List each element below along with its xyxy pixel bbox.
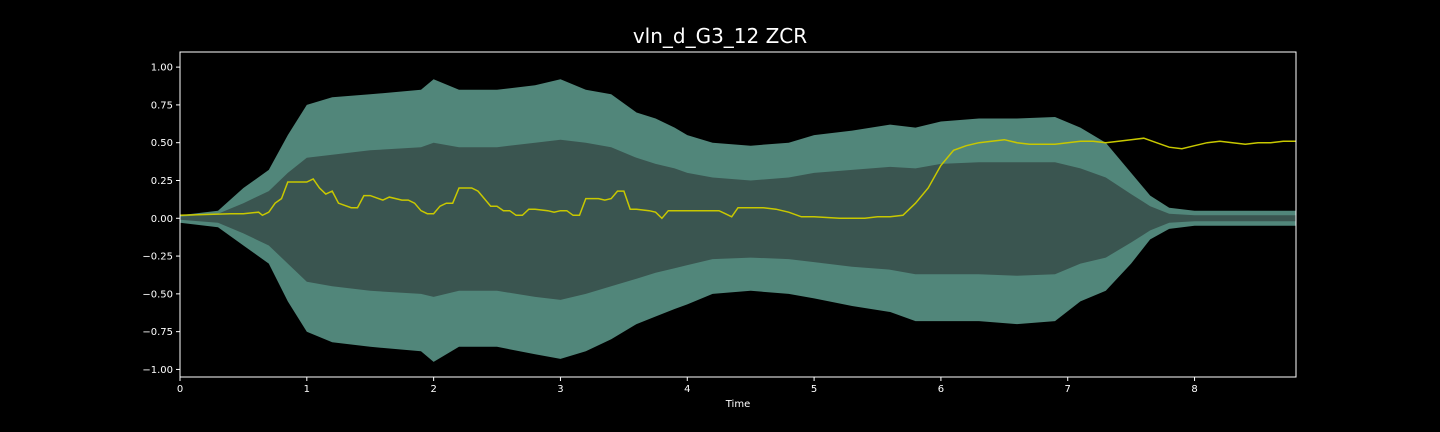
x-axis: 0 1 2 3 4 5 6 7 8 xyxy=(177,377,1198,395)
x-tick-label: 2 xyxy=(430,384,436,395)
waveform-inner-body xyxy=(180,139,1296,300)
x-tick-label: 7 xyxy=(1065,384,1071,395)
y-tick-label: 0.25 xyxy=(151,176,173,187)
y-tick-label: −0.50 xyxy=(142,289,173,300)
x-tick-label: 6 xyxy=(938,384,944,395)
y-tick-label: 0.00 xyxy=(151,214,173,225)
chart-title: vln_d_G3_12 ZCR xyxy=(632,24,808,48)
y-tick-label: −0.25 xyxy=(142,252,173,263)
y-axis: −1.00 −0.75 −0.50 −0.25 0.00 0.25 0.50 0.75 1.00 xyxy=(142,63,180,376)
x-tick-label: 1 xyxy=(304,384,310,395)
x-tick-label: 3 xyxy=(557,384,563,395)
y-tick-label: −0.75 xyxy=(142,327,173,338)
x-tick-label: 0 xyxy=(177,384,183,395)
x-tick-label: 5 xyxy=(811,384,817,395)
x-tick-label: 8 xyxy=(1191,384,1197,395)
y-tick-label: 1.00 xyxy=(151,63,173,74)
y-tick-label: 0.50 xyxy=(151,138,173,149)
zcr-line xyxy=(179,137,1296,220)
plot-layer xyxy=(179,79,1296,362)
x-tick-label: 4 xyxy=(684,384,690,395)
plot-frame xyxy=(179,51,1297,378)
x-axis-label: Time xyxy=(725,399,750,410)
y-tick-label: −1.00 xyxy=(142,365,173,376)
y-tick-label: 0.75 xyxy=(151,100,173,111)
